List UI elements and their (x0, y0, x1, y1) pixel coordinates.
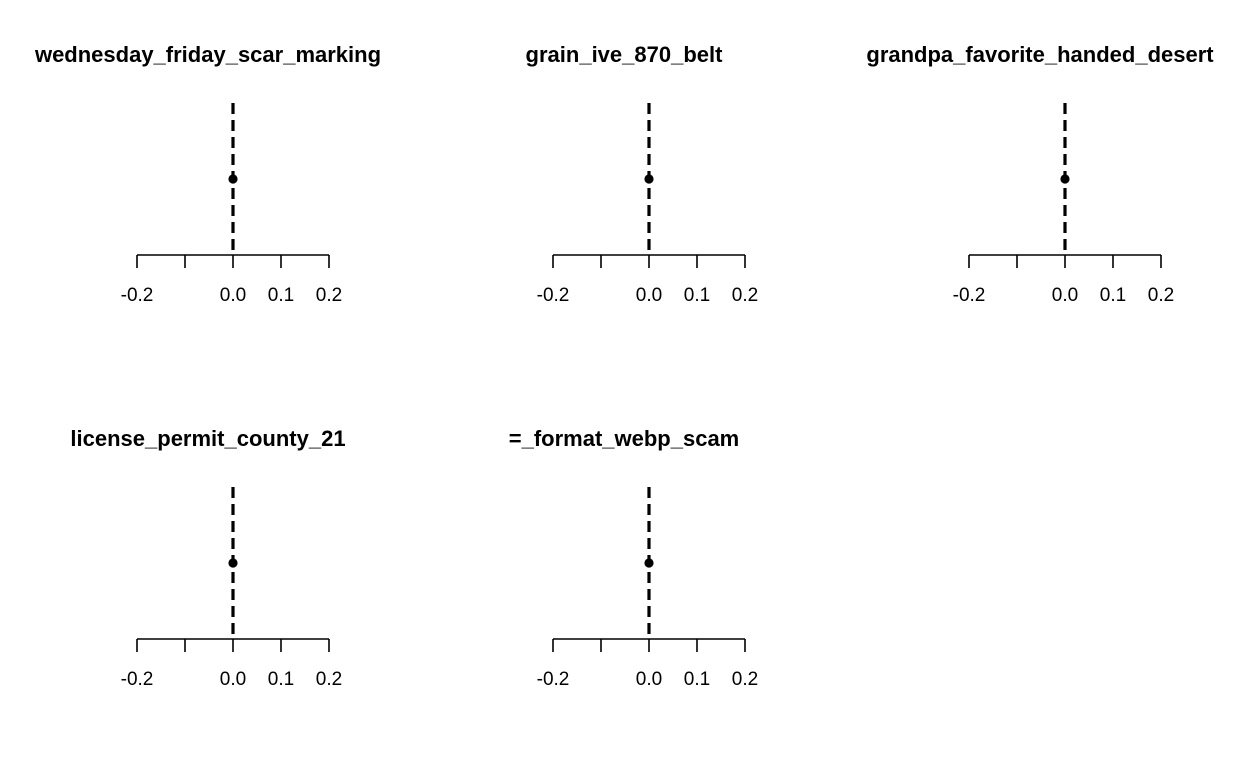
chart-title: =_format_webp_scam (509, 426, 740, 451)
chart-title: wednesday_friday_scar_marking (34, 42, 381, 67)
chart-svg: wednesday_friday_scar_marking -0.2 0.0 0.1 0… (34, 42, 381, 306)
chart-panel: wednesday_friday_scar_marking -0.2 0.0 0.1 0… (0, 0, 416, 384)
chart-title: grandpa_favorite_handed_desert (866, 42, 1214, 67)
chart-panel: license_permit_county_21 -0.2 0.0 0.1 0.2 (0, 384, 416, 768)
chart-panel: grain_ive_870_belt -0.2 0.0 0.1 0.2 (416, 0, 832, 384)
chart-title: grain_ive_870_belt (526, 42, 724, 67)
x-tick-label: 0.0 (636, 669, 662, 690)
x-tick-label: 0.0 (1052, 285, 1078, 306)
x-tick-label: -0.2 (121, 285, 154, 306)
data-point (1060, 174, 1070, 184)
x-tick-label: 0.1 (268, 669, 294, 690)
chart-panel: grandpa_favorite_handed_desert -0.2 0.0 0.1… (832, 0, 1248, 384)
x-tick-label: 0.2 (316, 285, 342, 306)
chart-svg: license_permit_county_21 -0.2 0.0 0.1 0.2 (70, 426, 345, 690)
x-tick-label: 0.1 (684, 285, 710, 306)
data-point (644, 558, 654, 568)
x-tick-label: 0.2 (732, 669, 758, 690)
chart-svg: =_format_webp_scam -0.2 0.0 0.1 0.2 (509, 426, 758, 690)
x-tick-label: 0.0 (220, 669, 246, 690)
x-tick-label: -0.2 (537, 669, 570, 690)
chart-title: license_permit_county_21 (70, 426, 345, 451)
data-point (644, 174, 654, 184)
x-tick-label: 0.1 (684, 669, 710, 690)
x-tick-label: 0.2 (732, 285, 758, 306)
x-tick-label: 0.1 (268, 285, 294, 306)
x-tick-label: 0.2 (316, 669, 342, 690)
data-point (228, 174, 238, 184)
x-tick-label: -0.2 (121, 669, 154, 690)
x-tick-label: -0.2 (953, 285, 986, 306)
x-tick-label: -0.2 (537, 285, 570, 306)
chart-panel: =_format_webp_scam -0.2 0.0 0.1 0.2 (416, 384, 832, 768)
chart-svg: grain_ive_870_belt -0.2 0.0 0.1 0.2 (526, 42, 759, 306)
x-tick-label: 0.0 (220, 285, 246, 306)
x-tick-label: 0.2 (1148, 285, 1174, 306)
data-point (228, 558, 238, 568)
chart-svg: grandpa_favorite_handed_desert -0.2 0.0 0.1… (866, 42, 1214, 306)
x-tick-label: 0.1 (1100, 285, 1126, 306)
x-tick-label: 0.0 (636, 285, 662, 306)
